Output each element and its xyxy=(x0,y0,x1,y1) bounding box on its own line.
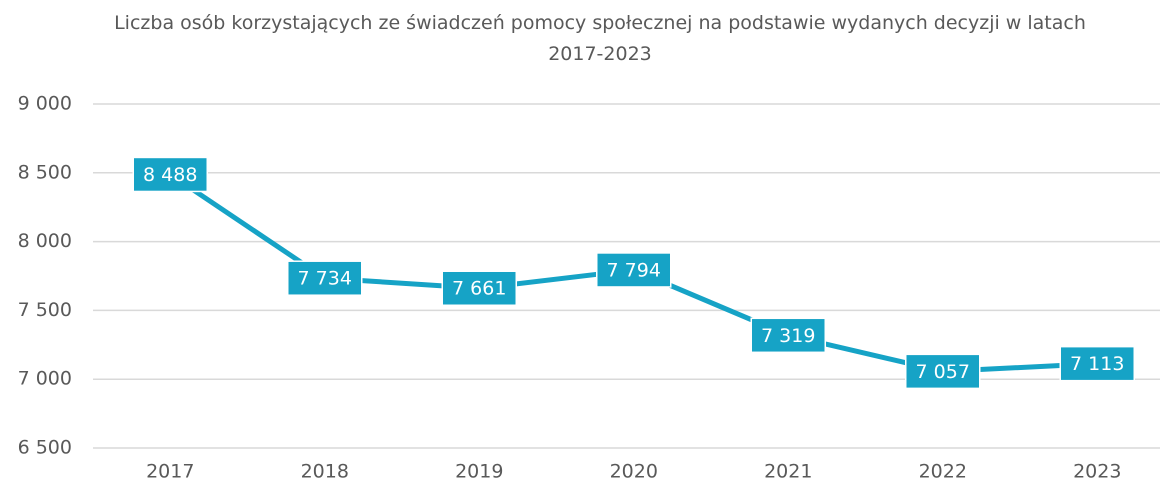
data-label-box xyxy=(441,270,517,306)
y-tick-label: 6 500 xyxy=(18,437,72,459)
x-tick-label: 2022 xyxy=(919,461,967,483)
data-label-text: 7 319 xyxy=(761,325,815,347)
data-label-box xyxy=(750,317,826,354)
data-label: 8 488 xyxy=(132,156,208,193)
y-tick-label: 7 500 xyxy=(18,299,72,321)
data-label: 7 734 xyxy=(287,260,363,296)
y-tick-label: 8 500 xyxy=(18,161,72,183)
y-tick-label: 9 000 xyxy=(18,93,72,115)
data-label: 7 661 xyxy=(441,270,517,306)
data-label-box xyxy=(596,252,672,288)
chart-title: Liczba osób korzystających ze świadczeń … xyxy=(114,12,1086,65)
x-tick-label: 2018 xyxy=(301,461,349,483)
y-tick-label: 8 000 xyxy=(18,230,72,252)
data-label-text: 7 661 xyxy=(452,278,506,300)
data-label-text: 7 734 xyxy=(298,268,352,290)
data-label: 7 057 xyxy=(905,353,981,390)
x-tick-label: 2023 xyxy=(1073,461,1121,483)
data-label: 7 794 xyxy=(596,252,672,288)
data-label-text: 8 488 xyxy=(143,164,197,186)
data-label-text: 7 113 xyxy=(1070,353,1124,375)
x-tick-label: 2021 xyxy=(764,461,812,483)
y-tick-label: 7 000 xyxy=(18,368,72,390)
data-label-box xyxy=(132,156,208,193)
x-tick-label: 2017 xyxy=(146,461,194,483)
x-tick-label: 2020 xyxy=(610,461,658,483)
data-label-text: 7 794 xyxy=(607,259,661,281)
data-label-box xyxy=(287,260,363,296)
data-label-box xyxy=(1059,345,1135,382)
data-label: 7 113 xyxy=(1059,345,1135,382)
data-label: 7 319 xyxy=(750,317,826,354)
data-label-text: 7 057 xyxy=(916,361,970,383)
x-tick-label: 2019 xyxy=(455,461,503,483)
data-label-box xyxy=(905,353,981,390)
